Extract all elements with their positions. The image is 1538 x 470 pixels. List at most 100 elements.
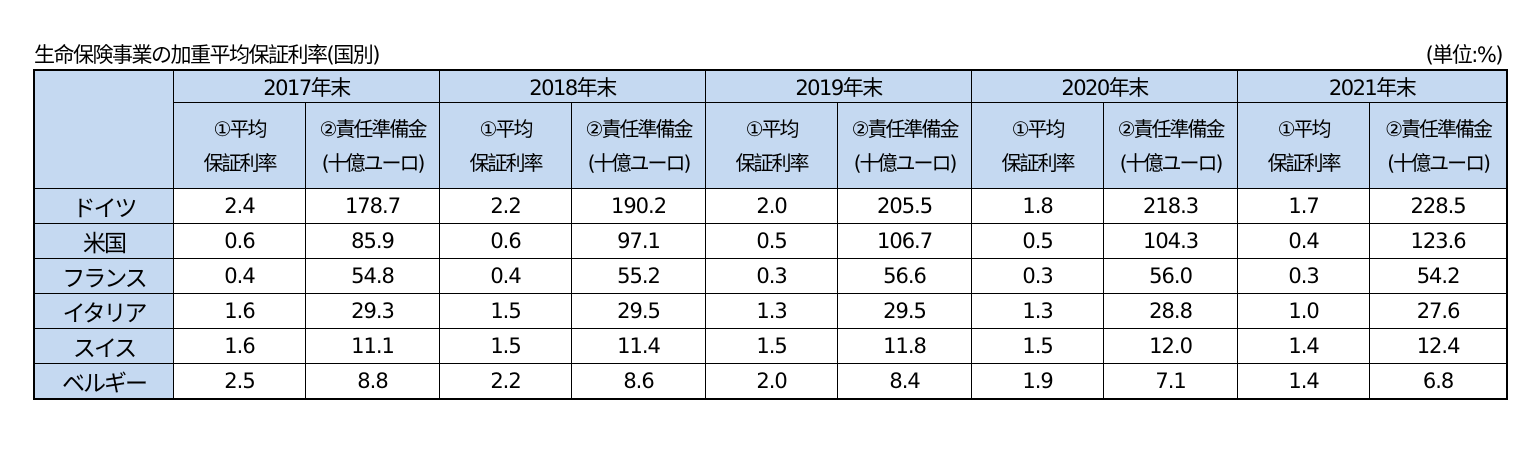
rate-cell: 1.8	[971, 188, 1105, 224]
rate-cell: 1.5	[439, 328, 573, 364]
rate-cell: 0.5	[705, 223, 839, 259]
year-header: 2021年末	[1237, 70, 1508, 103]
reserve-header-line1: ②責任準備金	[319, 116, 428, 141]
rate-cell: 0.4	[439, 258, 573, 294]
rate-header-line2: 保証利率	[203, 150, 278, 175]
reserve-header-line2: (十億ユーロ)	[853, 150, 958, 175]
rate-cell: 0.3	[1237, 258, 1371, 294]
reserve-cell: 104.3	[1103, 223, 1239, 259]
reserve-cell: 228.5	[1369, 188, 1508, 224]
reserve-cell: 12.0	[1103, 328, 1239, 364]
reserve-cell: 8.8	[304, 363, 441, 399]
rate-header-line1: ①平均	[1277, 116, 1332, 141]
caption-row: 生命保険事業の加重平均保証利率(国別) (単位:%)	[34, 34, 1504, 70]
reserve-header: ②責任準備金 (十億ユーロ)	[304, 102, 441, 189]
rate-cell: 2.2	[439, 188, 573, 224]
reserve-cell: 29.3	[304, 293, 441, 329]
reserve-cell: 12.4	[1369, 328, 1508, 364]
year-header: 2019年末	[705, 70, 973, 103]
rate-cell: 0.6	[439, 223, 573, 259]
reserve-cell: 29.5	[571, 293, 707, 329]
reserve-cell: 190.2	[571, 188, 707, 224]
table-row: ドイツ 2.4 178.7 2.2 190.2 2.0 205.5 1.8 21…	[34, 188, 1508, 224]
country-cell: 米国	[34, 223, 174, 259]
rate-cell: 0.6	[173, 223, 306, 259]
year-header: 2017年末	[172, 70, 441, 103]
reserve-cell: 85.9	[304, 223, 441, 259]
rate-cell: 0.5	[971, 223, 1105, 259]
reserve-cell: 205.5	[837, 188, 973, 224]
rate-header-line2: 保証利率	[1001, 150, 1076, 175]
rate-header-line2: 保証利率	[469, 150, 544, 175]
rate-header-line1: ①平均	[479, 116, 534, 141]
rate-header: ①平均保証利率	[971, 102, 1105, 189]
reserve-cell: 27.6	[1369, 293, 1508, 329]
reserve-header: ②責任準備金 (十億ユーロ)	[837, 102, 973, 189]
sub-header-row: ①平均保証利率 ②責任準備金 (十億ユーロ) ①平均保証利率 ②責任準備金 (十億ユ…	[35, 102, 1508, 189]
reserve-header-line2: (十億ユーロ)	[1119, 150, 1224, 175]
rate-cell: 0.4	[173, 258, 306, 294]
rate-header: ①平均保証利率	[439, 102, 573, 189]
rate-header: ①平均保証利率	[173, 102, 306, 189]
reserve-cell: 218.3	[1103, 188, 1239, 224]
corner-cell	[34, 70, 174, 189]
reserve-cell: 8.6	[571, 363, 707, 399]
reserve-cell: 8.4	[837, 363, 973, 399]
guaranteed-rate-table: 2017年末 2018年末 2019年末 2020年末 2021年末 ①平均 保証…	[32, 69, 1509, 400]
unit-label: (単位:%)	[1425, 43, 1504, 67]
rate-cell: 2.0	[705, 188, 839, 224]
rate-cell: 1.6	[173, 293, 306, 329]
rate-cell: 2.0	[705, 363, 839, 399]
reserve-cell: 54.2	[1369, 258, 1508, 294]
reserve-cell: 97.1	[571, 223, 707, 259]
reserve-header: ②責任準備金 (十億ユーロ)	[1103, 102, 1239, 189]
reserve-header-line1: ②責任準備金	[585, 116, 694, 141]
country-cell: スイス	[34, 328, 174, 364]
reserve-header-line2: (十億ユーロ)	[1387, 150, 1491, 175]
reserve-cell: 56.0	[1103, 258, 1239, 294]
rate-header-line1: ①平均	[213, 116, 268, 141]
country-cell: フランス	[34, 258, 174, 294]
rate-cell: 1.9	[971, 363, 1105, 399]
rate-header-line1: ①平均	[745, 116, 800, 141]
rate-cell: 1.4	[1237, 363, 1371, 399]
table-row: 米国 0.6 85.9 0.6 97.1 0.5 106.7 0.5 104.3…	[34, 223, 1508, 259]
reserve-cell: 11.4	[571, 328, 707, 364]
reserve-cell: 29.5	[837, 293, 973, 329]
reserve-cell: 7.1	[1103, 363, 1239, 399]
table-row: フランス 0.4 54.8 0.4 55.2 0.3 56.6 0.3 56.0…	[34, 258, 1508, 294]
table-row: イタリア 1.6 29.3 1.5 29.5 1.3 29.5 1.3 28.8…	[34, 293, 1508, 329]
rate-cell: 1.5	[705, 328, 839, 364]
table-row: スイス 1.6 11.1 1.5 11.4 1.5 11.8 1.5 12.0 …	[34, 328, 1508, 364]
rate-cell: 1.7	[1237, 188, 1371, 224]
reserve-cell: 178.7	[304, 188, 441, 224]
country-cell: ベルギー	[34, 363, 174, 399]
rate-header: ①平均 保証利率	[705, 102, 839, 189]
rate-cell: 1.5	[971, 328, 1105, 364]
reserve-header-line1: ②責任準備金	[1117, 116, 1226, 141]
reserve-cell: 56.6	[837, 258, 973, 294]
rate-cell: 0.4	[1237, 223, 1371, 259]
reserve-header: ②責任準備金 (十億ユーロ)	[571, 102, 707, 189]
rate-header: ①平均 保証利率	[1237, 102, 1371, 189]
rate-cell: 1.4	[1237, 328, 1371, 364]
rate-cell: 2.4	[173, 188, 306, 224]
reserve-cell: 123.6	[1369, 223, 1508, 259]
reserve-cell: 28.8	[1103, 293, 1239, 329]
reserve-header-line1: ②責任準備金	[1385, 116, 1493, 141]
reserve-cell: 106.7	[837, 223, 973, 259]
rate-cell: 2.2	[439, 363, 573, 399]
rate-cell: 1.3	[971, 293, 1105, 329]
year-header: 2018年末	[439, 70, 707, 103]
table-title: 生命保険事業の加重平均保証利率(国別)	[34, 43, 380, 67]
reserve-cell: 11.8	[837, 328, 973, 364]
rate-cell: 1.5	[439, 293, 573, 329]
rate-cell: 2.5	[173, 363, 306, 399]
reserve-header-line2: (十億ユーロ)	[587, 150, 692, 175]
reserve-cell: 54.8	[304, 258, 441, 294]
country-cell: イタリア	[34, 293, 174, 329]
country-cell: ドイツ	[34, 188, 174, 224]
rate-cell: 1.6	[173, 328, 306, 364]
reserve-cell: 6.8	[1369, 363, 1508, 399]
rate-header-line1: ①平均	[1011, 116, 1066, 141]
